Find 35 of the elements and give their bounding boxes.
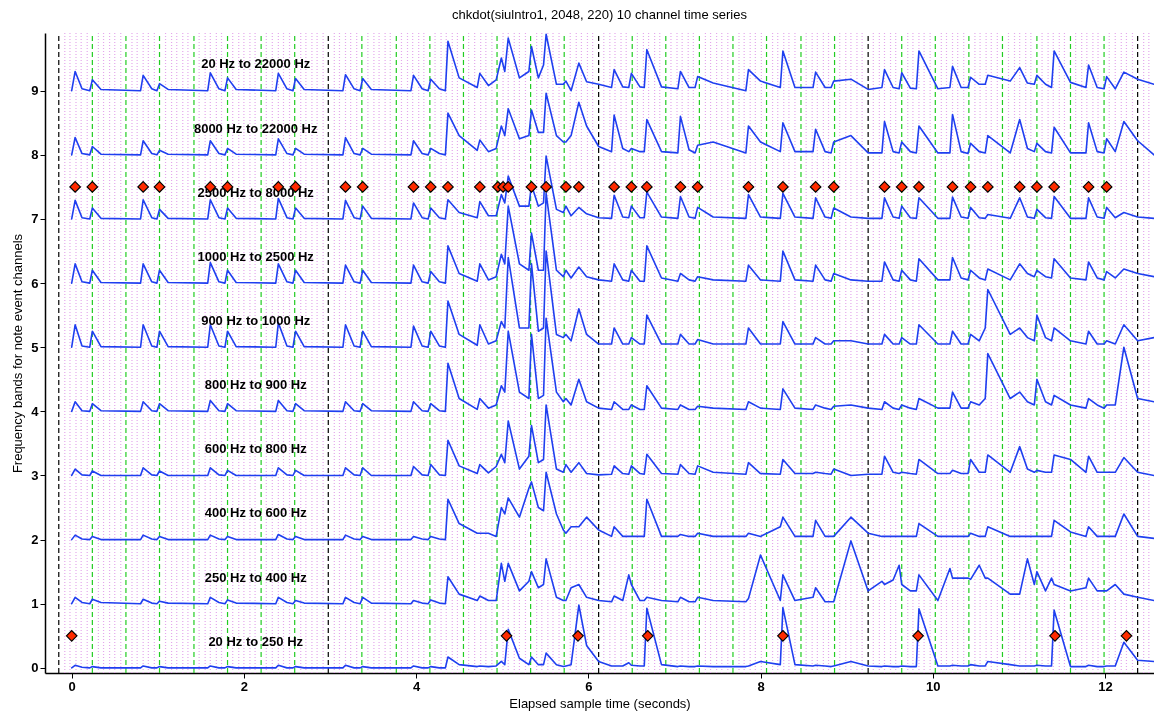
- x-tick-label: 6: [585, 678, 593, 694]
- y-tick-label: 0: [31, 660, 39, 676]
- series-label: 400 Hz to 600 Hz: [204, 505, 308, 521]
- line-series: [70, 604, 1154, 669]
- series-label: 20 Hz to 22000 Hz: [201, 56, 311, 72]
- y-tick-label: 2: [31, 532, 39, 548]
- x-axis-title: Elapsed sample time (seconds): [509, 695, 691, 711]
- y-tick-label: 4: [31, 403, 40, 419]
- line-series: [70, 540, 1154, 605]
- x-tick-label: 4: [412, 678, 421, 694]
- line-series: [70, 404, 1154, 477]
- series-label: 800 Hz to 900 Hz: [204, 377, 308, 393]
- y-tick-label: 5: [31, 339, 39, 355]
- line-series: [70, 471, 1154, 541]
- x-tick-label: 8: [757, 678, 765, 694]
- line-series: [70, 33, 1154, 92]
- series-label: 250 Hz to 400 Hz: [204, 569, 308, 585]
- y-axis-title: Frequency bands for note event channels: [10, 233, 26, 474]
- series-label: 900 Hz to 1000 Hz: [201, 312, 311, 328]
- y-tick-label: 1: [31, 596, 39, 612]
- y-tick-label: 8: [31, 147, 39, 163]
- y-tick-label: 9: [31, 83, 39, 99]
- series-label: 600 Hz to 800 Hz: [204, 441, 308, 457]
- chart-title: chkdot(siulntro1, 2048, 220) 10 channel time series: [452, 7, 748, 23]
- x-tick-label: 12: [1098, 678, 1113, 694]
- y-tick-label: 3: [31, 467, 39, 483]
- series-label: 1000 Hz to 2500 Hz: [197, 248, 315, 264]
- x-tick-label: 2: [240, 678, 249, 694]
- series-label: 20 Hz to 250 Hz: [208, 633, 304, 649]
- y-tick-label: 7: [31, 211, 39, 227]
- x-tick-label: 10: [925, 678, 941, 694]
- y-tick-label: 6: [31, 275, 39, 291]
- x-tick-label: 0: [68, 678, 76, 694]
- series-label: 8000 Hz to 22000 Hz: [193, 120, 318, 136]
- line-series: [70, 92, 1154, 156]
